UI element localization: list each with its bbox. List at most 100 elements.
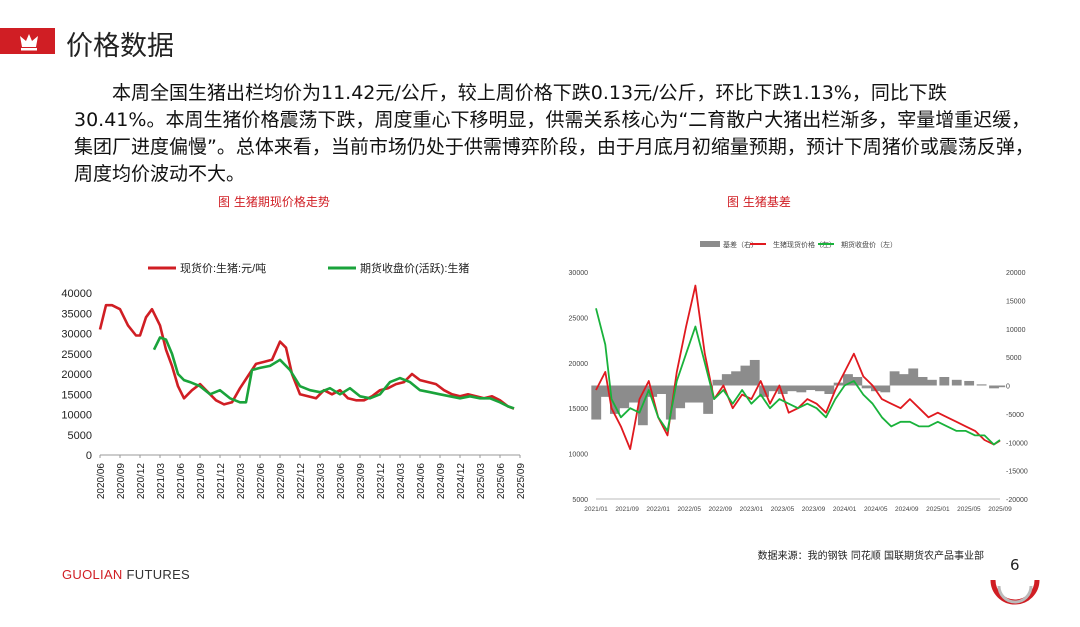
x-tick-label: 2022/01: [646, 506, 670, 513]
y-right-tick-label: 5000: [1006, 355, 1022, 362]
y-tick-label: 10000: [61, 410, 92, 422]
x-tick-label: 2023/09: [356, 463, 367, 500]
x-tick-label: 2024/06: [416, 463, 427, 500]
series-line-2: [595, 308, 1001, 446]
basis-bar: [796, 385, 807, 393]
basis-chart: 基差（右） 生猪现货价格（左） 期货收盘价（左） 5000 10000 15000 2000…: [560, 232, 1036, 514]
x-tick-label: 2023/09: [802, 506, 826, 513]
basis-bar: [824, 385, 835, 395]
x-tick-label: 2022/03: [236, 463, 247, 500]
legend-swatch-0: [700, 241, 720, 247]
x-tick-label: 2020/06: [96, 463, 107, 500]
basis-bar: [787, 385, 797, 392]
x-tick-label: 2023/05: [771, 506, 795, 513]
basis-bar: [731, 371, 742, 386]
x-tick-label: 2021/09: [615, 506, 639, 513]
basis-bar: [964, 380, 975, 386]
title-bar-crown-icon: [0, 28, 55, 54]
x-tick-label: 2025/06: [496, 463, 507, 500]
basis-bar: [805, 385, 816, 391]
data-source-note: 数据来源：我的钢铁 同花顺 国联期货农产品事业部: [757, 551, 984, 562]
basis-bar: [749, 359, 760, 386]
y-tick-label: 20000: [61, 369, 92, 381]
x-tick-label: 2023/12: [376, 463, 387, 500]
page-number: 6: [1010, 556, 1020, 574]
x-tick-label: 2022/09: [276, 463, 287, 500]
x-tick-label: 2020/12: [136, 463, 147, 500]
series-line-1: [152, 336, 515, 410]
y-tick-label: 5000: [68, 430, 92, 442]
basis-bar: [815, 385, 825, 392]
x-tick-label: 2025/09: [988, 506, 1012, 513]
basis-bar: [995, 385, 1006, 388]
x-tick-label: 2024/03: [396, 463, 407, 500]
x-tick-label: 2021/09: [196, 463, 207, 500]
brand-sub: FUTURES: [122, 567, 191, 582]
x-tick-label: 2023/06: [336, 463, 347, 500]
x-tick-label: 2024/09: [895, 506, 919, 513]
y-left-tick-label: 5000: [572, 497, 588, 504]
basis-bar: [609, 385, 620, 414]
page-number-arc-icon: [990, 579, 1040, 605]
basis-bar: [861, 385, 872, 389]
legend-label-0: 现货价:生猪:元/吨: [180, 261, 266, 275]
basis-bar: [880, 385, 891, 393]
x-tick-label: 2025/03: [476, 463, 487, 500]
y-tick-label: 40000: [61, 288, 92, 300]
x-tick-label: 2024/01: [833, 506, 857, 513]
y-right-tick-label: 10000: [1006, 327, 1026, 334]
basis-bar: [693, 385, 704, 403]
y-left-tick-label: 20000: [569, 361, 589, 368]
y-right-tick-label: -10000: [1006, 440, 1028, 447]
basis-bar: [976, 384, 987, 386]
y-left-tick-label: 25000: [569, 315, 589, 322]
y-left-tick-label: 10000: [569, 452, 589, 459]
legend-label-0: 基差（右）: [723, 240, 758, 249]
x-tick-label: 2023/03: [316, 463, 327, 500]
basis-bar: [740, 365, 751, 386]
basis-bar: [899, 374, 909, 386]
brand-main: GUOLIAN: [62, 567, 123, 582]
basis-bar: [675, 385, 686, 409]
x-tick-label: 2021/03: [156, 463, 167, 500]
legend-label-1: 生猪现货价格（左）: [773, 240, 836, 249]
x-tick-label: 2023/01: [740, 506, 764, 513]
y-left-tick-label: 15000: [569, 406, 589, 413]
basis-bar: [768, 385, 779, 392]
y-tick-label: 30000: [61, 329, 92, 341]
basis-bar: [777, 385, 788, 395]
y-right-tick-label: -15000: [1006, 469, 1028, 476]
basis-bar: [628, 385, 639, 403]
y-tick-label: 35000: [61, 308, 92, 320]
x-tick-label: 2024/09: [436, 463, 447, 500]
basis-bar: [843, 374, 853, 386]
series-line-0: [98, 303, 515, 410]
y-right-tick-label: 0: [1006, 384, 1010, 391]
x-tick-label: 2022/09: [709, 506, 733, 513]
basis-bar: [703, 385, 714, 414]
y-tick-label: 25000: [61, 349, 92, 361]
y-right-tick-label: 20000: [1006, 270, 1026, 277]
x-tick-label: 2021/06: [176, 463, 187, 500]
basis-bar: [600, 385, 611, 397]
basis-bar: [619, 385, 630, 409]
x-tick-label: 2025/09: [516, 463, 527, 500]
x-tick-label: 2021/01: [584, 506, 608, 513]
basis-bar: [721, 374, 732, 386]
x-tick-label: 2020/09: [116, 463, 127, 500]
x-tick-label: 2021/12: [216, 463, 227, 500]
basis-bar: [684, 385, 695, 403]
summary-text: 本周全国生猪出栏均价为11.42元/公斤，较上周价格下跌0.13元/公斤，环比下…: [74, 80, 1034, 188]
y-tick-label: 15000: [61, 389, 92, 401]
legend-label-1: 期货收盘价(活跃):生猪: [360, 261, 469, 275]
x-tick-label: 2024/05: [864, 506, 888, 513]
x-tick-label: 2022/06: [256, 463, 267, 500]
chart-caption-right: 图 生猪基差: [727, 195, 791, 209]
x-tick-label: 2022/05: [677, 506, 701, 513]
y-right-tick-label: -20000: [1006, 497, 1028, 504]
basis-bar: [852, 376, 863, 386]
plot-background: [560, 232, 1036, 514]
x-tick-label: 2022/12: [296, 463, 307, 500]
basis-bar: [951, 379, 962, 386]
summary-paragraph: 本周全国生猪出栏均价为11.42元/公斤，较上周价格下跌0.13元/公斤，环比下…: [74, 82, 1034, 185]
